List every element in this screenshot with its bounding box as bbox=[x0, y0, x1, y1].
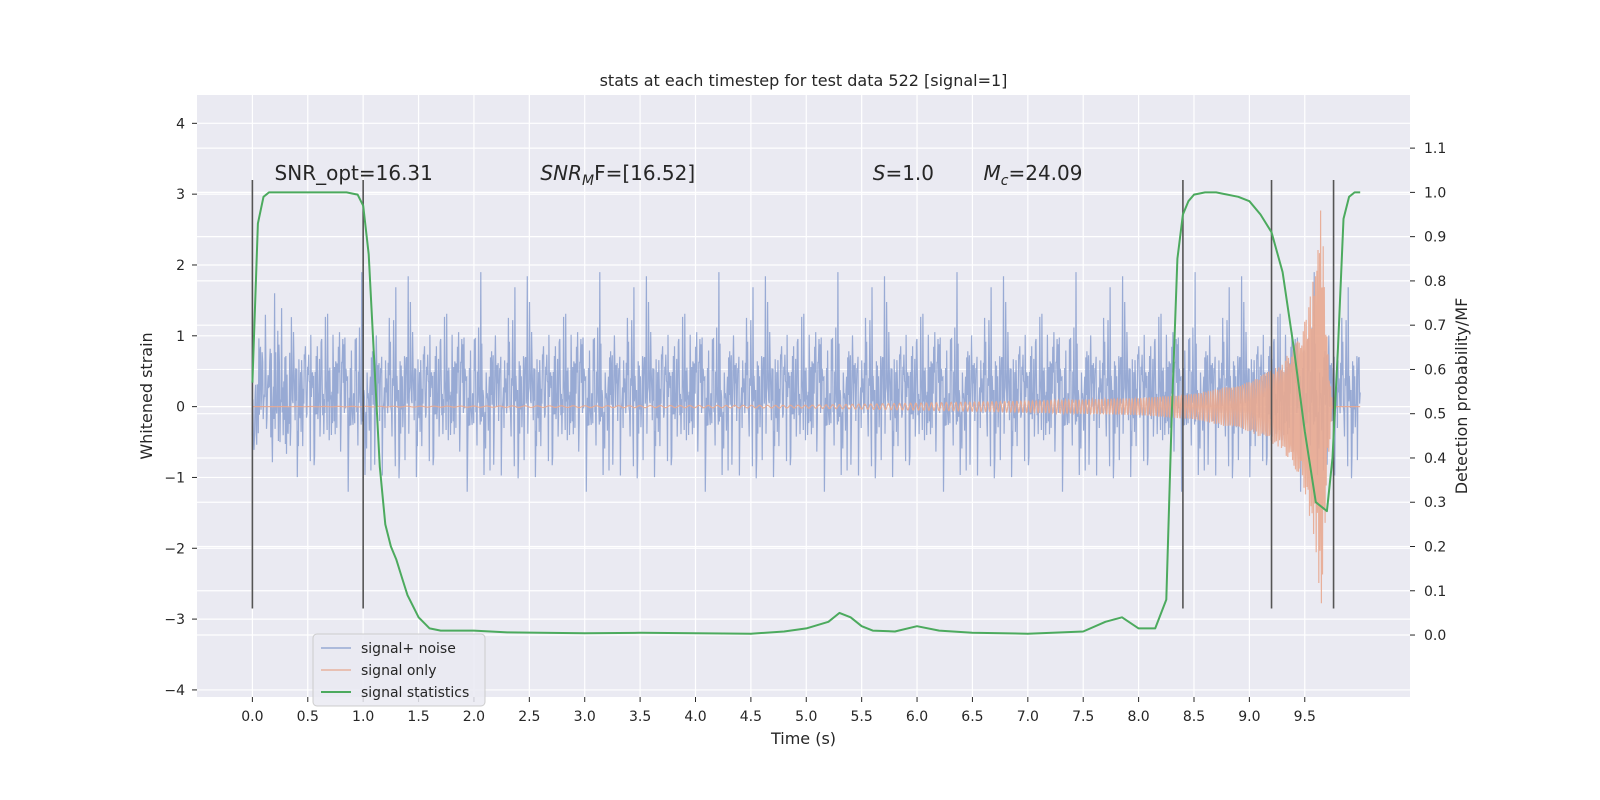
y2-tick-label: 0.1 bbox=[1424, 584, 1446, 600]
y2-tick-label: 0.5 bbox=[1424, 407, 1446, 423]
annotations: SNR_opt=16.31 SNRMF=[16.52] S=1.0 Mc=24.09 bbox=[275, 161, 1083, 189]
y2-tick-label: 0.8 bbox=[1424, 274, 1446, 290]
series-signal-statistics bbox=[251, 191, 1361, 635]
x-tick-label: 9.0 bbox=[1238, 709, 1260, 725]
series-layer bbox=[251, 179, 1361, 635]
y-tick-label: 3 bbox=[176, 187, 185, 203]
x-tick-label: 5.5 bbox=[851, 709, 873, 725]
series-signal-only bbox=[252, 210, 1361, 604]
chart-title: stats at each timestep for test data 522… bbox=[600, 71, 1008, 90]
y2-tick-label: 0.4 bbox=[1424, 451, 1446, 467]
y-tick-label: −2 bbox=[164, 541, 185, 557]
legend: signal+ noise signal only signal statistic… bbox=[312, 633, 486, 707]
y-tick-label: −4 bbox=[164, 683, 185, 699]
y2-tick-label: 1.0 bbox=[1424, 185, 1446, 201]
y-axis-label: Whitened strain bbox=[137, 332, 156, 459]
x-tick-label: 5.0 bbox=[795, 709, 817, 725]
annotation: Mc=24.09 bbox=[984, 161, 1083, 189]
x-tick-label: 6.0 bbox=[906, 709, 928, 725]
legend-label: signal only bbox=[361, 663, 436, 679]
x-tick-label: 6.5 bbox=[961, 709, 983, 725]
y2-tick-label: 1.1 bbox=[1424, 141, 1446, 157]
y2-axis-label: Detection probability/MF bbox=[1452, 298, 1471, 495]
x-tick-label: 0.0 bbox=[241, 709, 263, 725]
x-tick-label: 9.5 bbox=[1294, 709, 1316, 725]
y2-tick-label: 0.6 bbox=[1424, 362, 1446, 378]
y-tick-label: 0 bbox=[176, 400, 185, 416]
annotation: SNRMF=[16.52] bbox=[540, 161, 695, 189]
x-tick-label: 4.5 bbox=[740, 709, 762, 725]
y-tick-label: −1 bbox=[164, 470, 185, 486]
series-signal-noise bbox=[251, 272, 1361, 492]
y-tick-label: −3 bbox=[164, 612, 185, 628]
y-tick-label: 2 bbox=[176, 258, 185, 274]
y-tick-label: 1 bbox=[176, 329, 185, 345]
y-tick-label: 4 bbox=[176, 116, 185, 132]
legend-label: signal+ noise bbox=[361, 641, 456, 657]
annotation: SNR_opt=16.31 bbox=[275, 161, 433, 185]
x-tick-label: 7.0 bbox=[1017, 709, 1039, 725]
x-tick-label: 4.0 bbox=[684, 709, 706, 725]
y2-tick-label: 0.9 bbox=[1424, 230, 1446, 246]
annotation: S=1.0 bbox=[873, 161, 934, 185]
x-tick-label: 1.5 bbox=[407, 709, 429, 725]
x-tick-label: 3.5 bbox=[629, 709, 651, 725]
x-tick-label: 0.5 bbox=[297, 709, 319, 725]
y2-tick-label: 0.7 bbox=[1424, 318, 1446, 334]
y2-tick-label: 0.2 bbox=[1424, 540, 1446, 556]
legend-label: signal statistics bbox=[361, 685, 469, 701]
x-tick-label: 7.5 bbox=[1072, 709, 1094, 725]
x-tick-label: 3.0 bbox=[574, 709, 596, 725]
x-tick-label: 2.5 bbox=[518, 709, 540, 725]
x-tick-label: 8.5 bbox=[1183, 709, 1205, 725]
x-tick-label: 2.0 bbox=[463, 709, 485, 725]
y2-tick-label: 0.0 bbox=[1424, 628, 1446, 644]
ticks-layer: 0.0 0.5 1.0 1.5 2.0 2.5 3.0 3.5 4.0 4.5 5.0 5.5 6.0 6… bbox=[164, 116, 1446, 725]
x-axis-label: Time (s) bbox=[770, 729, 836, 748]
legend-box bbox=[312, 633, 486, 707]
x-tick-label: 8.0 bbox=[1127, 709, 1149, 725]
y2-tick-label: 0.3 bbox=[1424, 495, 1446, 511]
x-tick-label: 1.0 bbox=[352, 709, 374, 725]
